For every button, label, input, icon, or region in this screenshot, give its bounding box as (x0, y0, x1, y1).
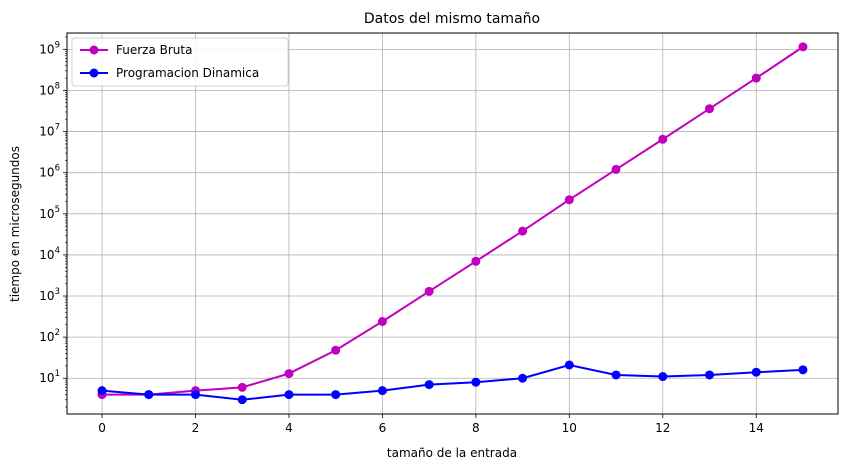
data-point-programacion-dinamica (798, 365, 808, 375)
data-point-programacion-dinamica (518, 373, 528, 383)
x-tick-label: 12 (655, 421, 670, 435)
data-point-fuerza-bruta (424, 286, 434, 296)
data-point-fuerza-bruta (611, 164, 621, 174)
data-point-fuerza-bruta (564, 195, 574, 205)
x-tick-label: 14 (749, 421, 764, 435)
y-tick-label-exponent: 6 (55, 164, 60, 174)
y-tick-label: 104 (39, 246, 60, 262)
y-tick-label: 109 (39, 40, 60, 56)
series-line-fuerza-bruta (102, 46, 804, 396)
y-tick-label-exponent: 8 (55, 81, 60, 91)
data-point-fuerza-bruta (798, 42, 808, 52)
plot-frame (66, 32, 839, 415)
data-point-programacion-dinamica (424, 380, 434, 390)
legend-marker-fuerza-bruta (89, 45, 99, 55)
data-point-programacion-dinamica (705, 370, 714, 380)
x-tick-label: 6 (379, 421, 387, 435)
y-tick-label-exponent: 3 (55, 287, 60, 297)
legend-marker-programacion-dinamica (89, 68, 99, 78)
x-tick-label: 0 (98, 421, 106, 435)
data-point-fuerza-bruta (471, 256, 481, 266)
y-tick-label-base: 10 (39, 83, 54, 97)
data-point-fuerza-bruta (658, 134, 668, 144)
y-tick-label-base: 10 (39, 42, 54, 56)
y-tick-label-base: 10 (39, 371, 54, 385)
y-tick-label-base: 10 (39, 207, 54, 221)
x-tick-label: 10 (562, 421, 577, 435)
y-tick-label-base: 10 (39, 166, 54, 180)
y-tick-label-exponent: 4 (55, 246, 60, 256)
y-tick-label: 102 (39, 328, 60, 344)
data-point-programacion-dinamica (564, 360, 574, 370)
data-point-fuerza-bruta (377, 317, 387, 327)
y-tick-label: 107 (39, 123, 60, 139)
x-tick-label: 4 (285, 421, 293, 435)
legend: Fuerza Bruta Programacion Dinamica (71, 37, 289, 87)
y-tick-label-exponent: 5 (55, 205, 60, 215)
data-point-programacion-dinamica (331, 390, 341, 400)
chart-title: Datos del mismo tamaño (364, 11, 540, 27)
y-tick-label-base: 10 (39, 330, 54, 344)
data-point-fuerza-bruta (705, 104, 714, 114)
x-axis: 0 2 4 6 8 10 12 14 (98, 414, 764, 435)
y-tick-label-exponent: 9 (55, 40, 60, 50)
y-tick-label-exponent: 1 (55, 369, 60, 379)
data-point-fuerza-bruta (284, 369, 294, 379)
grid (67, 33, 838, 414)
y-tick-label-base: 10 (39, 125, 54, 139)
data-point-fuerza-bruta (331, 345, 341, 355)
series-line-programacion-dinamica (101, 363, 804, 401)
legend-label-programacion-dinamica: Programacion Dinamica (116, 66, 259, 80)
x-axis-label: tamaño de la entrada (387, 446, 517, 460)
data-point-programacion-dinamica (284, 390, 294, 400)
y-tick-label: 105 (39, 205, 60, 221)
data-point-programacion-dinamica (377, 386, 387, 396)
data-point-programacion-dinamica (97, 386, 107, 396)
data-point-fuerza-bruta (237, 382, 247, 392)
data-point-programacion-dinamica (191, 390, 200, 400)
data-point-programacion-dinamica (611, 370, 621, 380)
legend-box (71, 37, 289, 87)
y-tick-label-exponent: 7 (55, 123, 60, 133)
data-point-programacion-dinamica (144, 390, 154, 400)
data-point-fuerza-bruta (518, 226, 528, 236)
legend-label-fuerza-bruta: Fuerza Bruta (116, 43, 192, 57)
series-layer (97, 42, 808, 405)
data-point-programacion-dinamica (237, 395, 247, 405)
y-tick-label-base: 10 (39, 289, 54, 303)
y-tick-label: 108 (39, 81, 60, 97)
y-tick-label: 103 (39, 287, 60, 303)
data-point-programacion-dinamica (658, 372, 668, 382)
y-tick-label: 101 (39, 369, 60, 385)
x-tick-label: 8 (472, 421, 480, 435)
y-tick-label: 106 (39, 164, 60, 180)
y-tick-label-exponent: 2 (55, 328, 60, 338)
data-point-fuerza-bruta (751, 73, 761, 83)
data-point-programacion-dinamica (471, 377, 481, 387)
x-tick-label: 2 (192, 421, 200, 435)
y-tick-label-base: 10 (39, 248, 54, 262)
y-axis-label: tiempo en microsegundos (8, 146, 22, 302)
data-point-programacion-dinamica (751, 367, 761, 377)
